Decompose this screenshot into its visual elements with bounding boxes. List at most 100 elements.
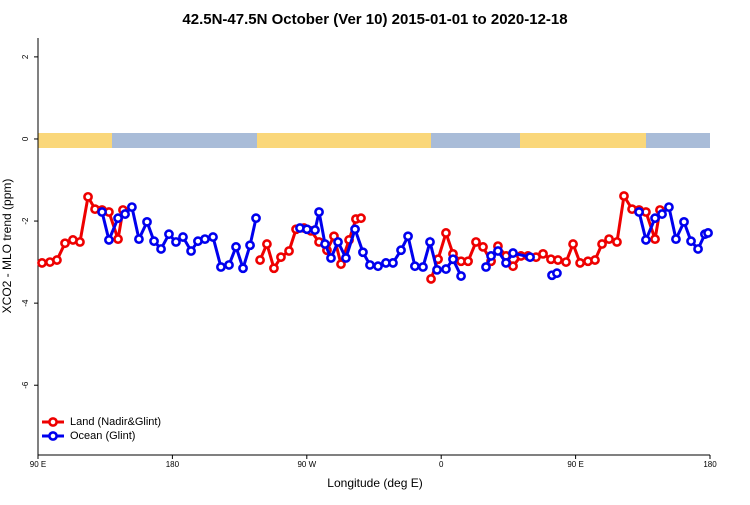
point [251,213,261,224]
point [538,248,548,259]
point [320,239,330,249]
point [703,228,713,238]
point [471,237,481,247]
point [456,271,466,281]
y-axis-label: XCO2 - MLO trend (ppm) [0,179,14,314]
point [186,246,196,256]
point [525,252,535,263]
point [326,253,336,263]
point [269,263,279,274]
x-tick-label: 90 W [297,460,316,469]
point [426,274,436,284]
legend-marker [48,431,58,441]
point [604,234,614,245]
x-tick-label: 90 E [567,460,583,469]
land-band [520,133,646,148]
point [396,245,406,256]
point [171,237,181,247]
x-tick-label: 0 [439,460,444,469]
point [341,253,351,263]
point [358,247,368,258]
point [641,235,651,245]
point [501,258,511,268]
point [481,262,491,272]
point [350,224,360,235]
point [365,260,375,270]
point [276,252,286,263]
point [113,213,123,224]
legend-label: Ocean (Glint) [70,430,135,442]
legend-label: Land (Nadir&Glint) [70,416,161,428]
point [650,213,660,224]
point [216,262,226,272]
point [634,207,644,217]
point [493,246,503,256]
point [104,235,114,245]
point [149,236,159,247]
point [356,213,366,224]
point [568,239,578,249]
point [657,209,667,219]
point [553,255,563,265]
point [284,246,294,256]
point [224,260,234,270]
point [120,209,130,219]
x-axis-label: Longitude (deg E) [327,476,422,490]
point [245,240,255,251]
point [75,237,85,247]
land-ocean-strip [38,133,710,148]
point [200,234,210,245]
x-tick-label: 180 [166,460,180,469]
point [561,257,571,267]
point [425,237,435,247]
point [552,268,562,279]
point [597,239,607,249]
point [60,238,70,249]
y-tick-label: 2 [21,54,30,59]
point [693,244,703,254]
point [664,202,674,212]
point [590,255,600,265]
point [410,261,420,272]
point [97,207,107,217]
point [612,237,622,247]
point [302,224,312,235]
legend-marker [48,417,58,427]
point [113,234,123,245]
point [156,244,166,254]
point [314,207,324,217]
point [432,264,442,275]
point [127,202,137,212]
land-band [38,133,112,148]
point [52,255,62,265]
point [463,256,473,267]
point [650,234,660,245]
y-tick-label: 0 [21,136,30,141]
point [418,262,428,272]
point [142,216,152,227]
point [208,232,218,242]
land-band [257,133,431,148]
point [178,232,188,242]
point [37,258,47,268]
x-tick-label: 180 [703,460,717,469]
point [388,258,398,268]
chart-title: 42.5N-47.5N October (Ver 10) 2015-01-01 … [182,11,567,28]
point [164,229,174,240]
point [373,261,383,272]
point [231,242,241,252]
y-tick-label: -2 [21,217,30,225]
point [441,264,451,274]
point [679,216,689,227]
point [255,255,265,265]
point [310,225,320,235]
x-tick-label: 90 E [30,460,46,469]
point [336,259,346,270]
point [448,254,458,265]
point [333,237,343,247]
point [83,191,93,202]
point [508,248,518,258]
point [486,251,496,261]
point [262,239,272,249]
